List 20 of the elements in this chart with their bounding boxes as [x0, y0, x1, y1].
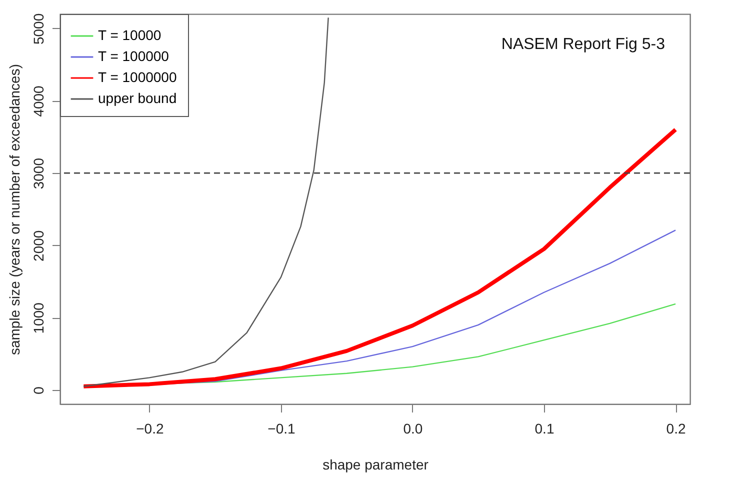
- y-tick-label: 3000: [30, 158, 46, 190]
- legend-label: upper bound: [98, 90, 177, 106]
- y-tick-label: 5000: [30, 13, 46, 45]
- y-tick-label: 4000: [30, 85, 46, 117]
- x-tick-label: 0.1: [534, 420, 554, 436]
- x-tick-label: 0.2: [666, 420, 686, 436]
- line-series: [83, 17, 329, 387]
- annotation: NASEM Report Fig 5-3: [501, 36, 666, 53]
- y-axis-title: sample size (years or number of exceedances): [6, 64, 22, 356]
- y-tick-label: 1000: [30, 302, 46, 334]
- x-tick-label: −0.1: [268, 420, 296, 436]
- y-tick-label: 2000: [30, 230, 46, 262]
- x-tick-label: 0.0: [403, 420, 423, 436]
- line-series: [82, 128, 678, 388]
- x-tick-label: −0.2: [136, 420, 164, 436]
- legend-label: T = 100000: [98, 48, 170, 64]
- legend-label: T = 1000000: [98, 69, 177, 85]
- x-axis-title: shape parameter: [322, 456, 429, 472]
- y-tick-label: 0: [30, 386, 46, 394]
- legend-label: T = 10000: [98, 27, 162, 43]
